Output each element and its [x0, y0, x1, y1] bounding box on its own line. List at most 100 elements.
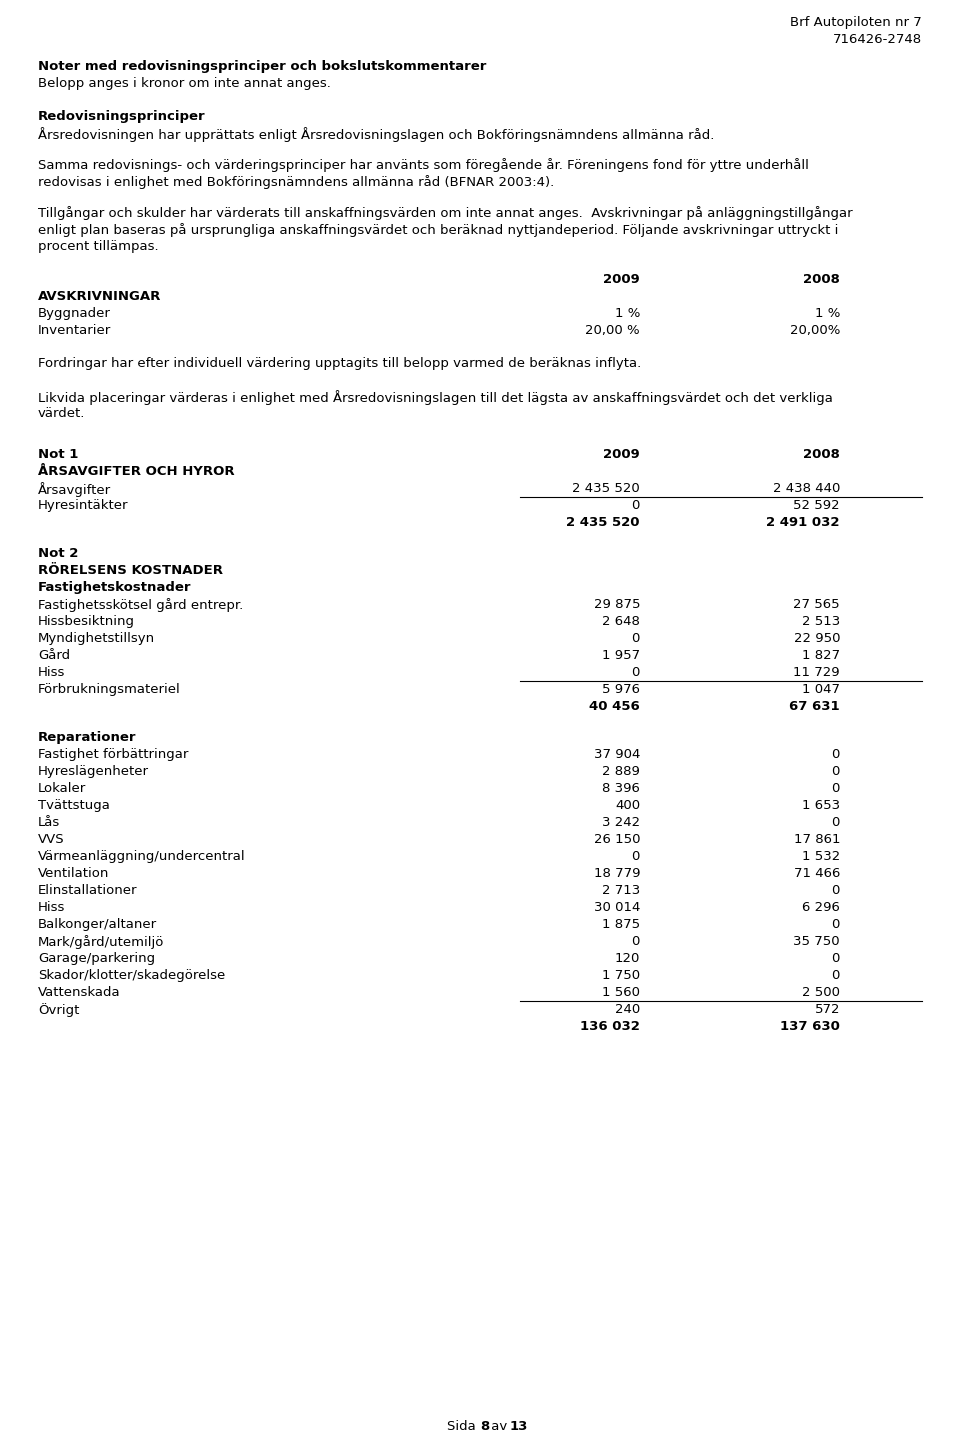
Text: Reparationer: Reparationer [38, 731, 136, 744]
Text: Fordringar har efter individuell värdering upptagits till belopp varmed de beräk: Fordringar har efter individuell värderi… [38, 358, 641, 371]
Text: 22 950: 22 950 [794, 631, 840, 644]
Text: 29 875: 29 875 [593, 598, 640, 611]
Text: Vattenskada: Vattenskada [38, 986, 121, 999]
Text: 1 653: 1 653 [802, 799, 840, 812]
Text: 71 466: 71 466 [794, 867, 840, 880]
Text: 2 889: 2 889 [602, 765, 640, 778]
Text: Lås: Lås [38, 817, 60, 830]
Text: VVS: VVS [38, 833, 64, 846]
Text: redovisas i enlighet med Bokföringsnämndens allmänna råd (BFNAR 2003:4).: redovisas i enlighet med Bokföringsnämnd… [38, 175, 554, 190]
Text: 1 957: 1 957 [602, 649, 640, 662]
Text: 1 %: 1 % [815, 307, 840, 320]
Text: Hyreslägenheter: Hyreslägenheter [38, 765, 149, 778]
Text: Brf Autopiloten nr 7: Brf Autopiloten nr 7 [790, 16, 922, 29]
Text: Ventilation: Ventilation [38, 867, 109, 880]
Text: 572: 572 [814, 1003, 840, 1016]
Text: 2 491 032: 2 491 032 [766, 515, 840, 529]
Text: 120: 120 [614, 951, 640, 964]
Text: Belopp anges i kronor om inte annat anges.: Belopp anges i kronor om inte annat ange… [38, 77, 331, 90]
Text: Not 2: Not 2 [38, 547, 79, 560]
Text: 2009: 2009 [603, 447, 640, 460]
Text: Lokaler: Lokaler [38, 782, 86, 795]
Text: 20,00%: 20,00% [790, 324, 840, 337]
Text: 2 438 440: 2 438 440 [773, 482, 840, 495]
Text: 0: 0 [831, 765, 840, 778]
Text: 17 861: 17 861 [794, 833, 840, 846]
Text: 2 513: 2 513 [802, 615, 840, 628]
Text: 26 150: 26 150 [593, 833, 640, 846]
Text: Garage/parkering: Garage/parkering [38, 951, 156, 964]
Text: 1 560: 1 560 [602, 986, 640, 999]
Text: 1 %: 1 % [614, 307, 640, 320]
Text: Redovisningsprinciper: Redovisningsprinciper [38, 110, 205, 123]
Text: 3 242: 3 242 [602, 817, 640, 830]
Text: 18 779: 18 779 [593, 867, 640, 880]
Text: Värmeanläggning/undercentral: Värmeanläggning/undercentral [38, 850, 246, 863]
Text: 2 500: 2 500 [802, 986, 840, 999]
Text: 40 456: 40 456 [589, 699, 640, 712]
Text: 0: 0 [632, 850, 640, 863]
Text: AVSKRIVNINGAR: AVSKRIVNINGAR [38, 290, 161, 303]
Text: Hissbesiktning: Hissbesiktning [38, 615, 135, 628]
Text: 11 729: 11 729 [793, 666, 840, 679]
Text: 0: 0 [831, 951, 840, 964]
Text: ÅRSAVGIFTER OCH HYROR: ÅRSAVGIFTER OCH HYROR [38, 465, 234, 478]
Text: Fastighetskostnader: Fastighetskostnader [38, 581, 191, 594]
Text: 67 631: 67 631 [789, 699, 840, 712]
Text: 0: 0 [831, 883, 840, 896]
Text: RÖRELSENS KOSTNADER: RÖRELSENS KOSTNADER [38, 565, 223, 576]
Text: Årsredovisningen har upprättats enligt Årsredovisningslagen och Bokföringsnämnde: Årsredovisningen har upprättats enligt Å… [38, 127, 714, 142]
Text: 2009: 2009 [603, 274, 640, 287]
Text: Förbrukningsmateriel: Förbrukningsmateriel [38, 683, 180, 696]
Text: Inventarier: Inventarier [38, 324, 111, 337]
Text: 2008: 2008 [804, 447, 840, 460]
Text: 0: 0 [831, 969, 840, 982]
Text: 37 904: 37 904 [593, 749, 640, 762]
Text: Noter med redovisningsprinciper och bokslutskommentarer: Noter med redovisningsprinciper och boks… [38, 59, 487, 72]
Text: 2008: 2008 [804, 274, 840, 287]
Text: Hiss: Hiss [38, 901, 65, 914]
Text: 0: 0 [831, 749, 840, 762]
Text: procent tillämpas.: procent tillämpas. [38, 240, 158, 253]
Text: Tillgångar och skulder har värderats till anskaffningsvärden om inte annat anges: Tillgångar och skulder har värderats til… [38, 206, 852, 220]
Text: 1 047: 1 047 [802, 683, 840, 696]
Text: 30 014: 30 014 [593, 901, 640, 914]
Text: Fastighet förbättringar: Fastighet förbättringar [38, 749, 188, 762]
Text: 0: 0 [632, 631, 640, 644]
Text: av: av [487, 1420, 512, 1434]
Text: 0: 0 [831, 782, 840, 795]
Text: 52 592: 52 592 [793, 500, 840, 513]
Text: 2 713: 2 713 [602, 883, 640, 896]
Text: 27 565: 27 565 [793, 598, 840, 611]
Text: Mark/gård/utemiljö: Mark/gård/utemiljö [38, 935, 164, 948]
Text: 1 827: 1 827 [802, 649, 840, 662]
Text: Övrigt: Övrigt [38, 1003, 80, 1016]
Text: 8: 8 [480, 1420, 490, 1434]
Text: Myndighetstillsyn: Myndighetstillsyn [38, 631, 156, 644]
Text: Fastighetsskötsel gård entrepr.: Fastighetsskötsel gård entrepr. [38, 598, 243, 613]
Text: Gård: Gård [38, 649, 70, 662]
Text: 0: 0 [831, 817, 840, 830]
Text: 136 032: 136 032 [580, 1019, 640, 1032]
Text: 2 435 520: 2 435 520 [566, 515, 640, 529]
Text: värdet.: värdet. [38, 407, 85, 420]
Text: Elinstallationer: Elinstallationer [38, 883, 137, 896]
Text: Samma redovisnings- och värderingsprinciper har använts som föregående år. Fören: Samma redovisnings- och värderingsprinci… [38, 158, 809, 172]
Text: Hyresintäkter: Hyresintäkter [38, 500, 129, 513]
Text: Hiss: Hiss [38, 666, 65, 679]
Text: enligt plan baseras på ursprungliga anskaffningsvärdet och beräknad nyttjandeper: enligt plan baseras på ursprungliga ansk… [38, 223, 838, 237]
Text: Årsavgifter: Årsavgifter [38, 482, 111, 497]
Text: Balkonger/altaner: Balkonger/altaner [38, 918, 157, 931]
Text: 5 976: 5 976 [602, 683, 640, 696]
Text: 13: 13 [510, 1420, 528, 1434]
Text: Tvättstuga: Tvättstuga [38, 799, 109, 812]
Text: Likvida placeringar värderas i enlighet med Årsredovisningslagen till det lägsta: Likvida placeringar värderas i enlighet … [38, 390, 833, 405]
Text: 1 750: 1 750 [602, 969, 640, 982]
Text: 1 532: 1 532 [802, 850, 840, 863]
Text: 716426-2748: 716426-2748 [833, 33, 922, 46]
Text: Not 1: Not 1 [38, 447, 79, 460]
Text: Sida: Sida [447, 1420, 480, 1434]
Text: 0: 0 [632, 666, 640, 679]
Text: 137 630: 137 630 [780, 1019, 840, 1032]
Text: 0: 0 [831, 918, 840, 931]
